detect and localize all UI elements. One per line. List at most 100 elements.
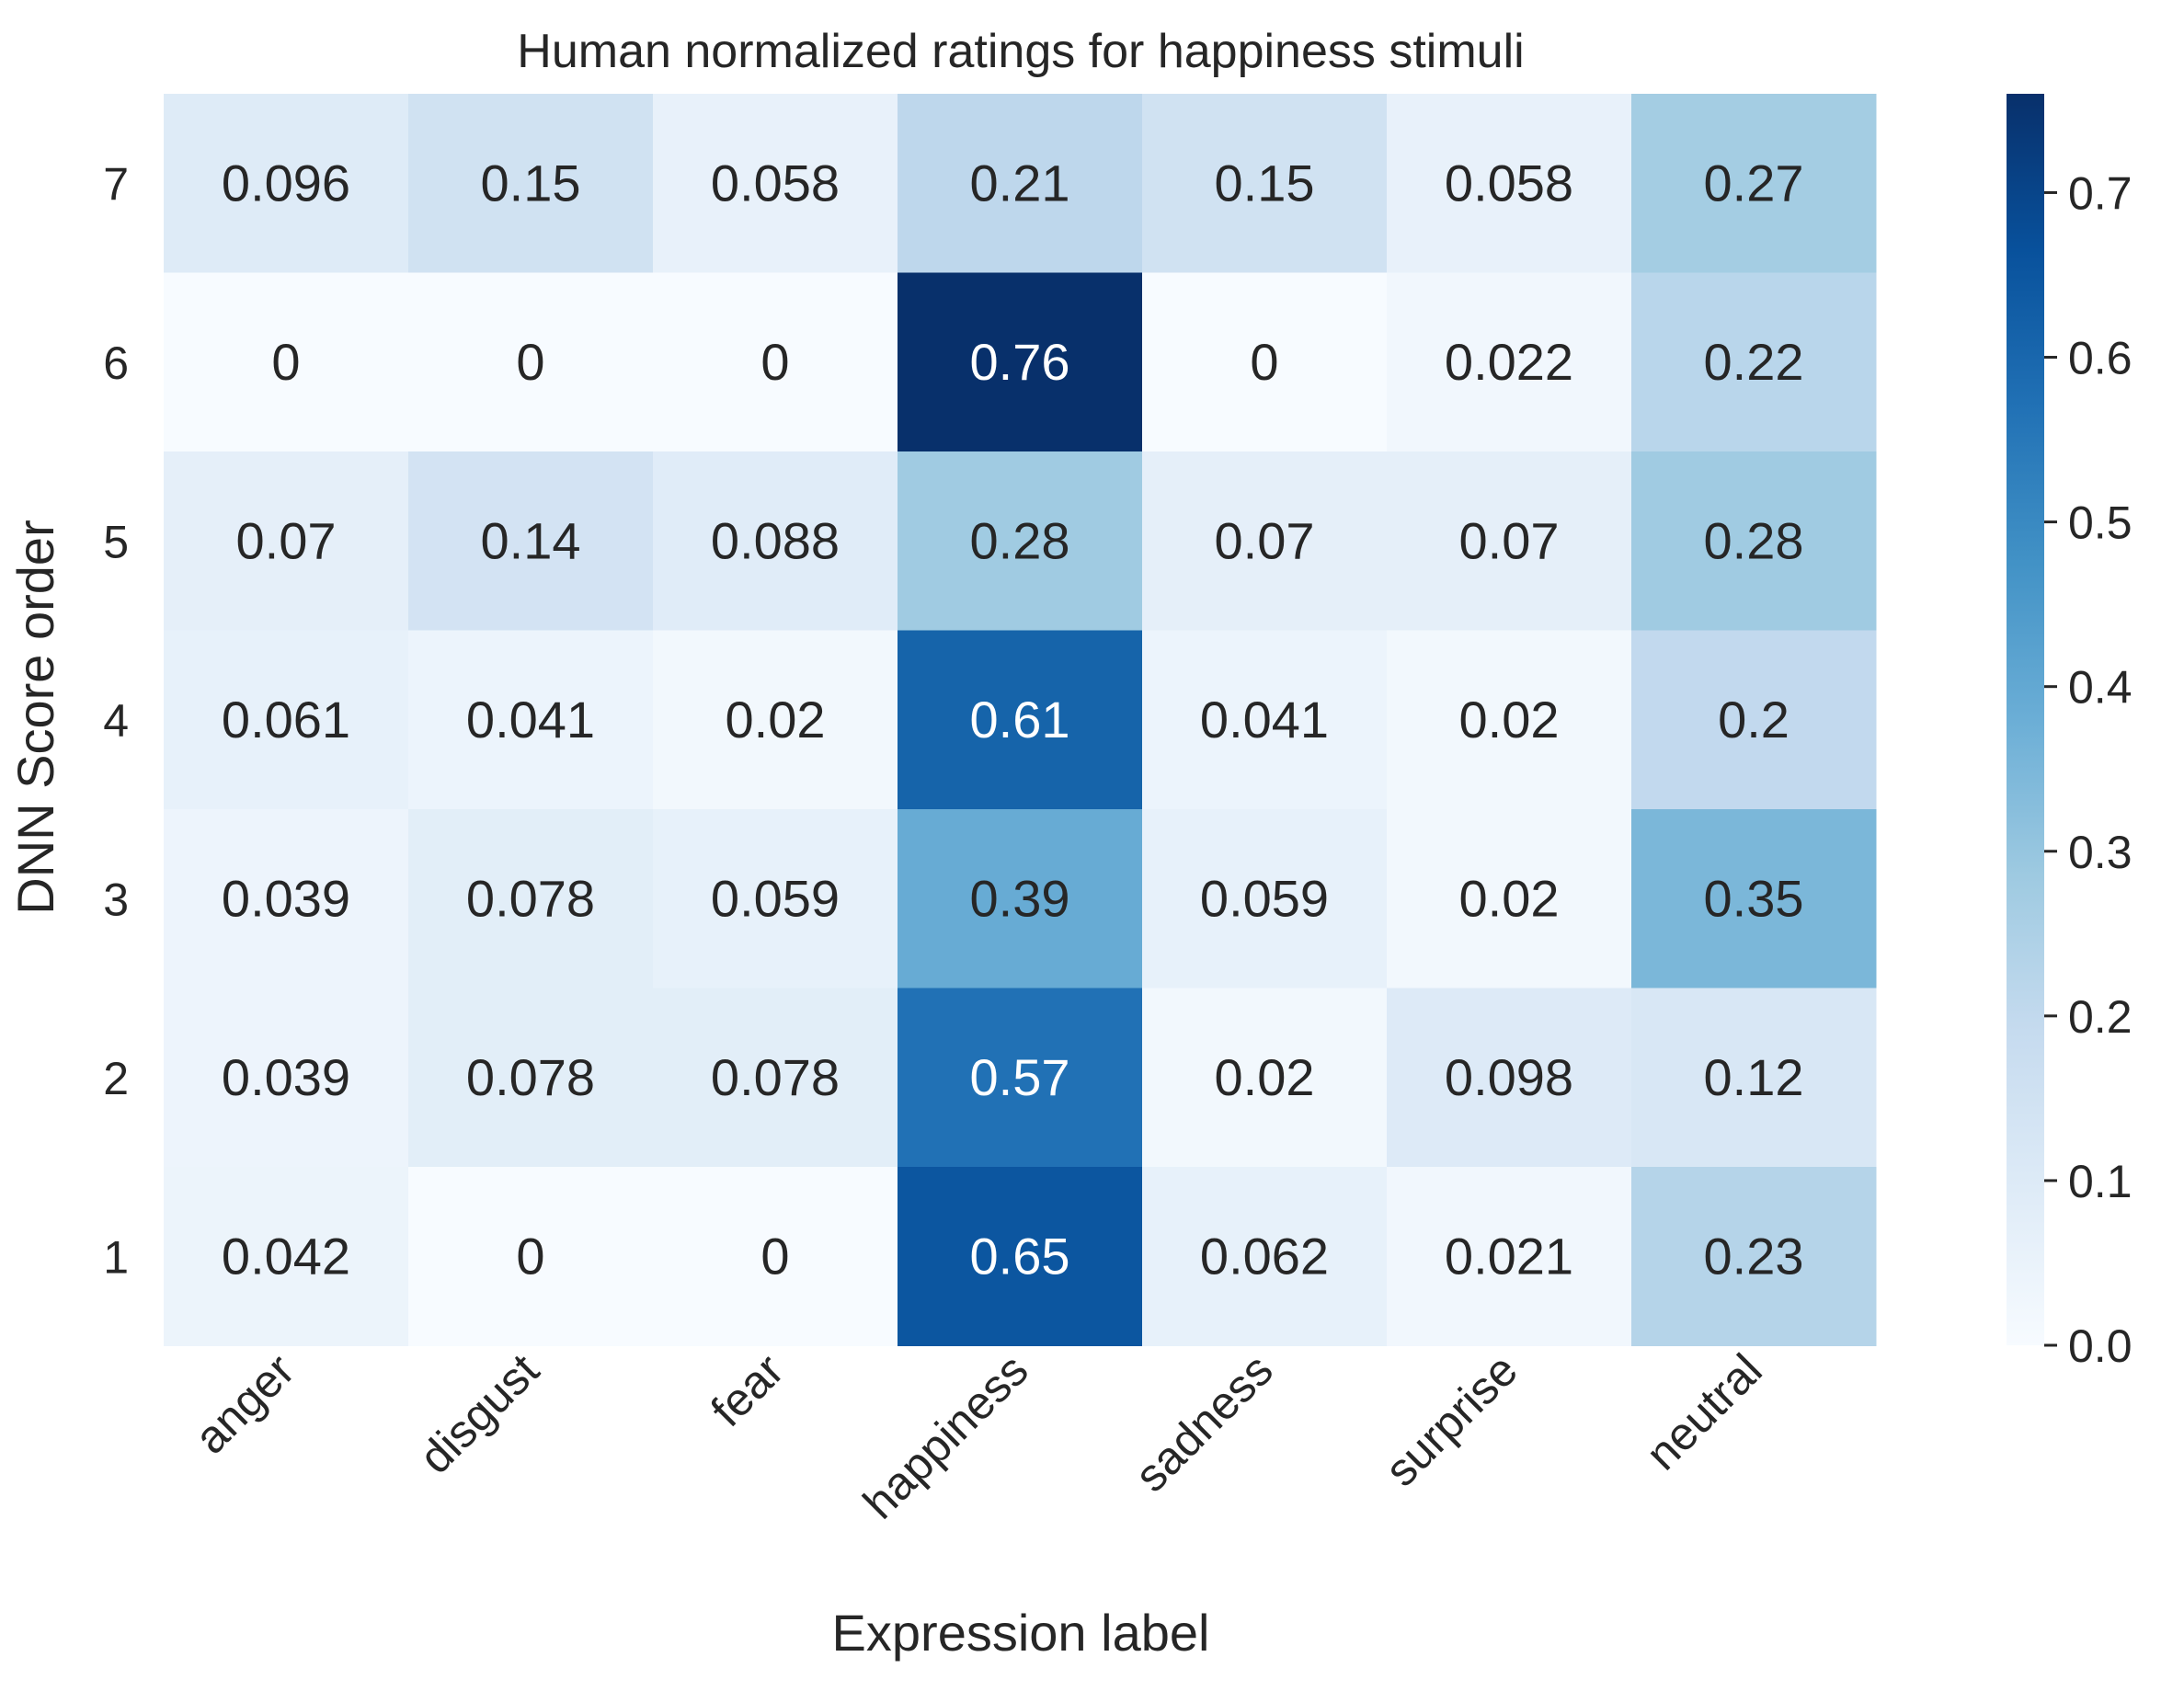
cell-value-label: 0 — [271, 333, 300, 391]
heatmap-cell-labels: 0.096 0.15 0.058 0.21 0.15 0.058 0.27 0 0 0 0.76 0 0… — [222, 154, 1804, 1285]
heatmap-cell — [408, 809, 654, 988]
heatmap-cell — [1631, 1167, 1877, 1346]
heatmap-cell — [898, 809, 1143, 988]
heatmap-cell — [1631, 94, 1877, 273]
cell-value-label: 0.23 — [1704, 1227, 1804, 1285]
heatmap-cell — [1631, 272, 1877, 452]
cell-value-label: 0.22 — [1704, 333, 1804, 391]
heatmap-cell — [1142, 451, 1388, 631]
heatmap-cell — [164, 630, 409, 810]
heatmap-cell — [1142, 94, 1388, 273]
heatmap-cell — [164, 451, 409, 631]
heatmap-cell — [164, 1167, 409, 1346]
heatmap-cell — [1142, 988, 1388, 1168]
heatmap-cell — [1387, 988, 1632, 1168]
cell-value-label: 0.02 — [1215, 1048, 1315, 1106]
heatmap-cell — [1142, 1167, 1388, 1346]
heatmap-cell — [164, 94, 409, 273]
heatmap-cell — [1631, 630, 1877, 810]
heatmap-cell — [653, 809, 898, 988]
y-tick-label: 2 — [103, 1053, 129, 1104]
cell-value-label: 0.062 — [1200, 1227, 1329, 1285]
heatmap-cell — [653, 630, 898, 810]
heatmap-cell — [1387, 272, 1632, 452]
cell-value-label: 0.27 — [1704, 154, 1804, 211]
heatmap-cell — [1387, 451, 1632, 631]
x-tick-label: sadness — [1125, 1344, 1282, 1502]
colorbar-tick-label: 0.2 — [2068, 991, 2133, 1043]
cell-value-label: 0 — [760, 333, 789, 391]
cell-value-label: 0.042 — [222, 1227, 350, 1285]
heatmap-cell — [1142, 630, 1388, 810]
cell-value-label: 0.039 — [222, 869, 350, 927]
heatmap-cell — [653, 1167, 898, 1346]
cell-value-label: 0.21 — [970, 154, 1070, 211]
y-tick-label: 7 — [103, 158, 129, 210]
heatmap-cell — [1387, 94, 1632, 273]
cell-value-label: 0.059 — [711, 869, 840, 927]
cell-value-label: 0.022 — [1445, 333, 1573, 391]
x-tick-label: surprise — [1375, 1344, 1527, 1496]
cell-value-label: 0.65 — [970, 1227, 1070, 1285]
heatmap-cell — [898, 988, 1143, 1168]
heatmap-cell — [408, 1167, 654, 1346]
colorbar-tick-label: 0.1 — [2068, 1156, 2133, 1207]
x-tick-label: disgust — [409, 1344, 549, 1484]
cell-value-label: 0.61 — [970, 691, 1070, 748]
cell-value-label: 0.02 — [726, 691, 826, 748]
cell-value-label: 0.14 — [481, 511, 581, 569]
cell-value-label: 0.078 — [711, 1048, 840, 1106]
cell-value-label: 0.088 — [711, 511, 840, 569]
cell-value-label: 0.15 — [1215, 154, 1315, 211]
colorbar-tick-label: 0.3 — [2068, 827, 2133, 878]
cell-value-label: 0.35 — [1704, 869, 1804, 927]
y-tick-label: 6 — [103, 337, 129, 389]
heatmap-cell — [1142, 809, 1388, 988]
heatmap-cell — [1631, 809, 1877, 988]
heatmap-cell — [653, 451, 898, 631]
cell-value-label: 0.57 — [970, 1048, 1070, 1106]
cell-value-label: 0.76 — [970, 333, 1070, 391]
cell-value-label: 0.041 — [466, 691, 595, 748]
y-tick-label: 5 — [103, 516, 129, 567]
colorbar-tick-label: 0.7 — [2068, 167, 2133, 219]
cell-value-label: 0.2 — [1718, 691, 1790, 748]
heatmap-cell — [1631, 451, 1877, 631]
heatmap-cell — [898, 630, 1143, 810]
cell-value-label: 0.39 — [970, 869, 1070, 927]
heatmap-cell — [898, 1167, 1143, 1346]
colorbar-tick-label: 0.0 — [2068, 1320, 2133, 1372]
colorbar-tick-label: 0.6 — [2068, 333, 2133, 384]
x-axis-label: Expression label — [832, 1604, 1210, 1662]
y-axis-ticks: 7 6 5 4 3 2 1 — [103, 158, 129, 1283]
cell-value-label: 0.039 — [222, 1048, 350, 1106]
cell-value-label: 0.07 — [236, 511, 337, 569]
colorbar-tick-label: 0.4 — [2068, 662, 2133, 714]
heatmap-cell — [408, 630, 654, 810]
cell-value-label: 0 — [1250, 333, 1278, 391]
cell-value-label: 0.058 — [1445, 154, 1573, 211]
heatmap-cell — [408, 94, 654, 273]
heatmap-cell — [1387, 630, 1632, 810]
cell-value-label: 0.28 — [1704, 511, 1804, 569]
heatmap-cell — [164, 988, 409, 1168]
chart-title: Human normalized ratings for happiness s… — [517, 25, 1524, 78]
cell-value-label: 0.28 — [970, 511, 1070, 569]
heatmap-cell — [898, 94, 1143, 273]
colorbar — [2007, 94, 2044, 1345]
cell-value-label: 0.098 — [1445, 1048, 1573, 1106]
cell-value-label: 0.07 — [1215, 511, 1315, 569]
heatmap-cell — [653, 272, 898, 452]
cell-value-label: 0.059 — [1200, 869, 1329, 927]
heatmap-cell — [164, 809, 409, 988]
x-tick-label: fear — [701, 1344, 794, 1437]
cell-value-label: 0 — [760, 1227, 789, 1285]
heatmap-cell — [164, 272, 409, 452]
heatmap-cell — [898, 451, 1143, 631]
heatmap-cells — [164, 94, 1877, 1346]
colorbar-gradient — [2007, 94, 2044, 1345]
heatmap-cell — [1387, 809, 1632, 988]
x-tick-label: happiness — [853, 1344, 1038, 1529]
y-tick-label: 1 — [103, 1231, 129, 1283]
